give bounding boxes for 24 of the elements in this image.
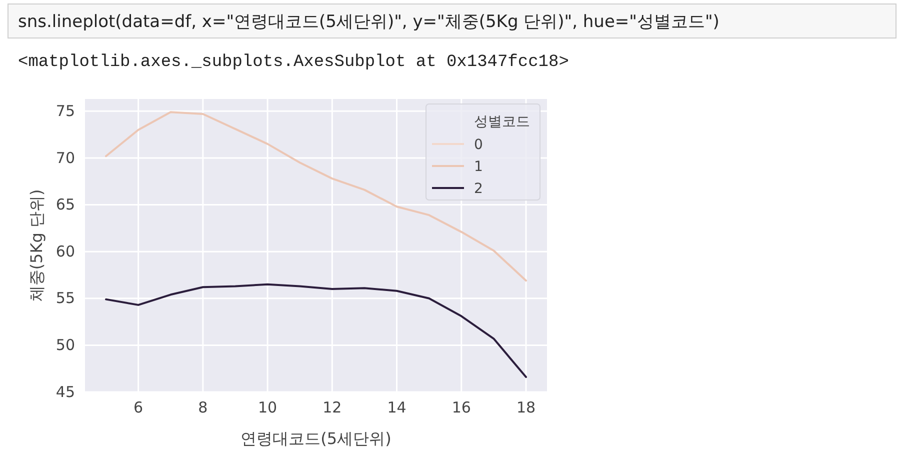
x-tick-label: 16 [452,398,471,417]
legend-label: 2 [474,181,483,197]
x-axis-title: 연령대코드(5세단위) [240,429,392,448]
x-tick-label: 18 [516,398,536,417]
y-tick-label: 50 [56,336,75,354]
y-axis-title: 체중(5Kg 단위) [27,189,46,302]
y-tick-label: 65 [56,196,75,214]
x-tick-label: 14 [387,398,406,417]
y-tick-label: 70 [56,148,75,167]
text: <matplotlib.axes._subplots.AxesSubplot at 0x1347fcc18> [18,53,569,72]
y-tick-label: 55 [56,289,75,308]
y-tick-label: 75 [56,102,75,120]
x-tick-label: 8 [198,398,208,417]
legend-title: 성별코드 [474,114,530,130]
x-tick-label: 12 [322,398,342,417]
legend-label: 1 [474,159,483,175]
y-tick-label: 60 [56,242,75,260]
x-tick-label: 10 [258,398,278,417]
y-tick-label: 45 [56,382,75,401]
line-series [105,111,527,282]
x-tick-label: 6 [134,398,144,417]
text: sns.lineplot(data=df, x="연령대코드(5세단위)", y="체중(5Kg 단위)", hue="성별코드") [18,12,720,32]
line-series [105,283,527,378]
legend-label: 0 [474,137,483,153]
